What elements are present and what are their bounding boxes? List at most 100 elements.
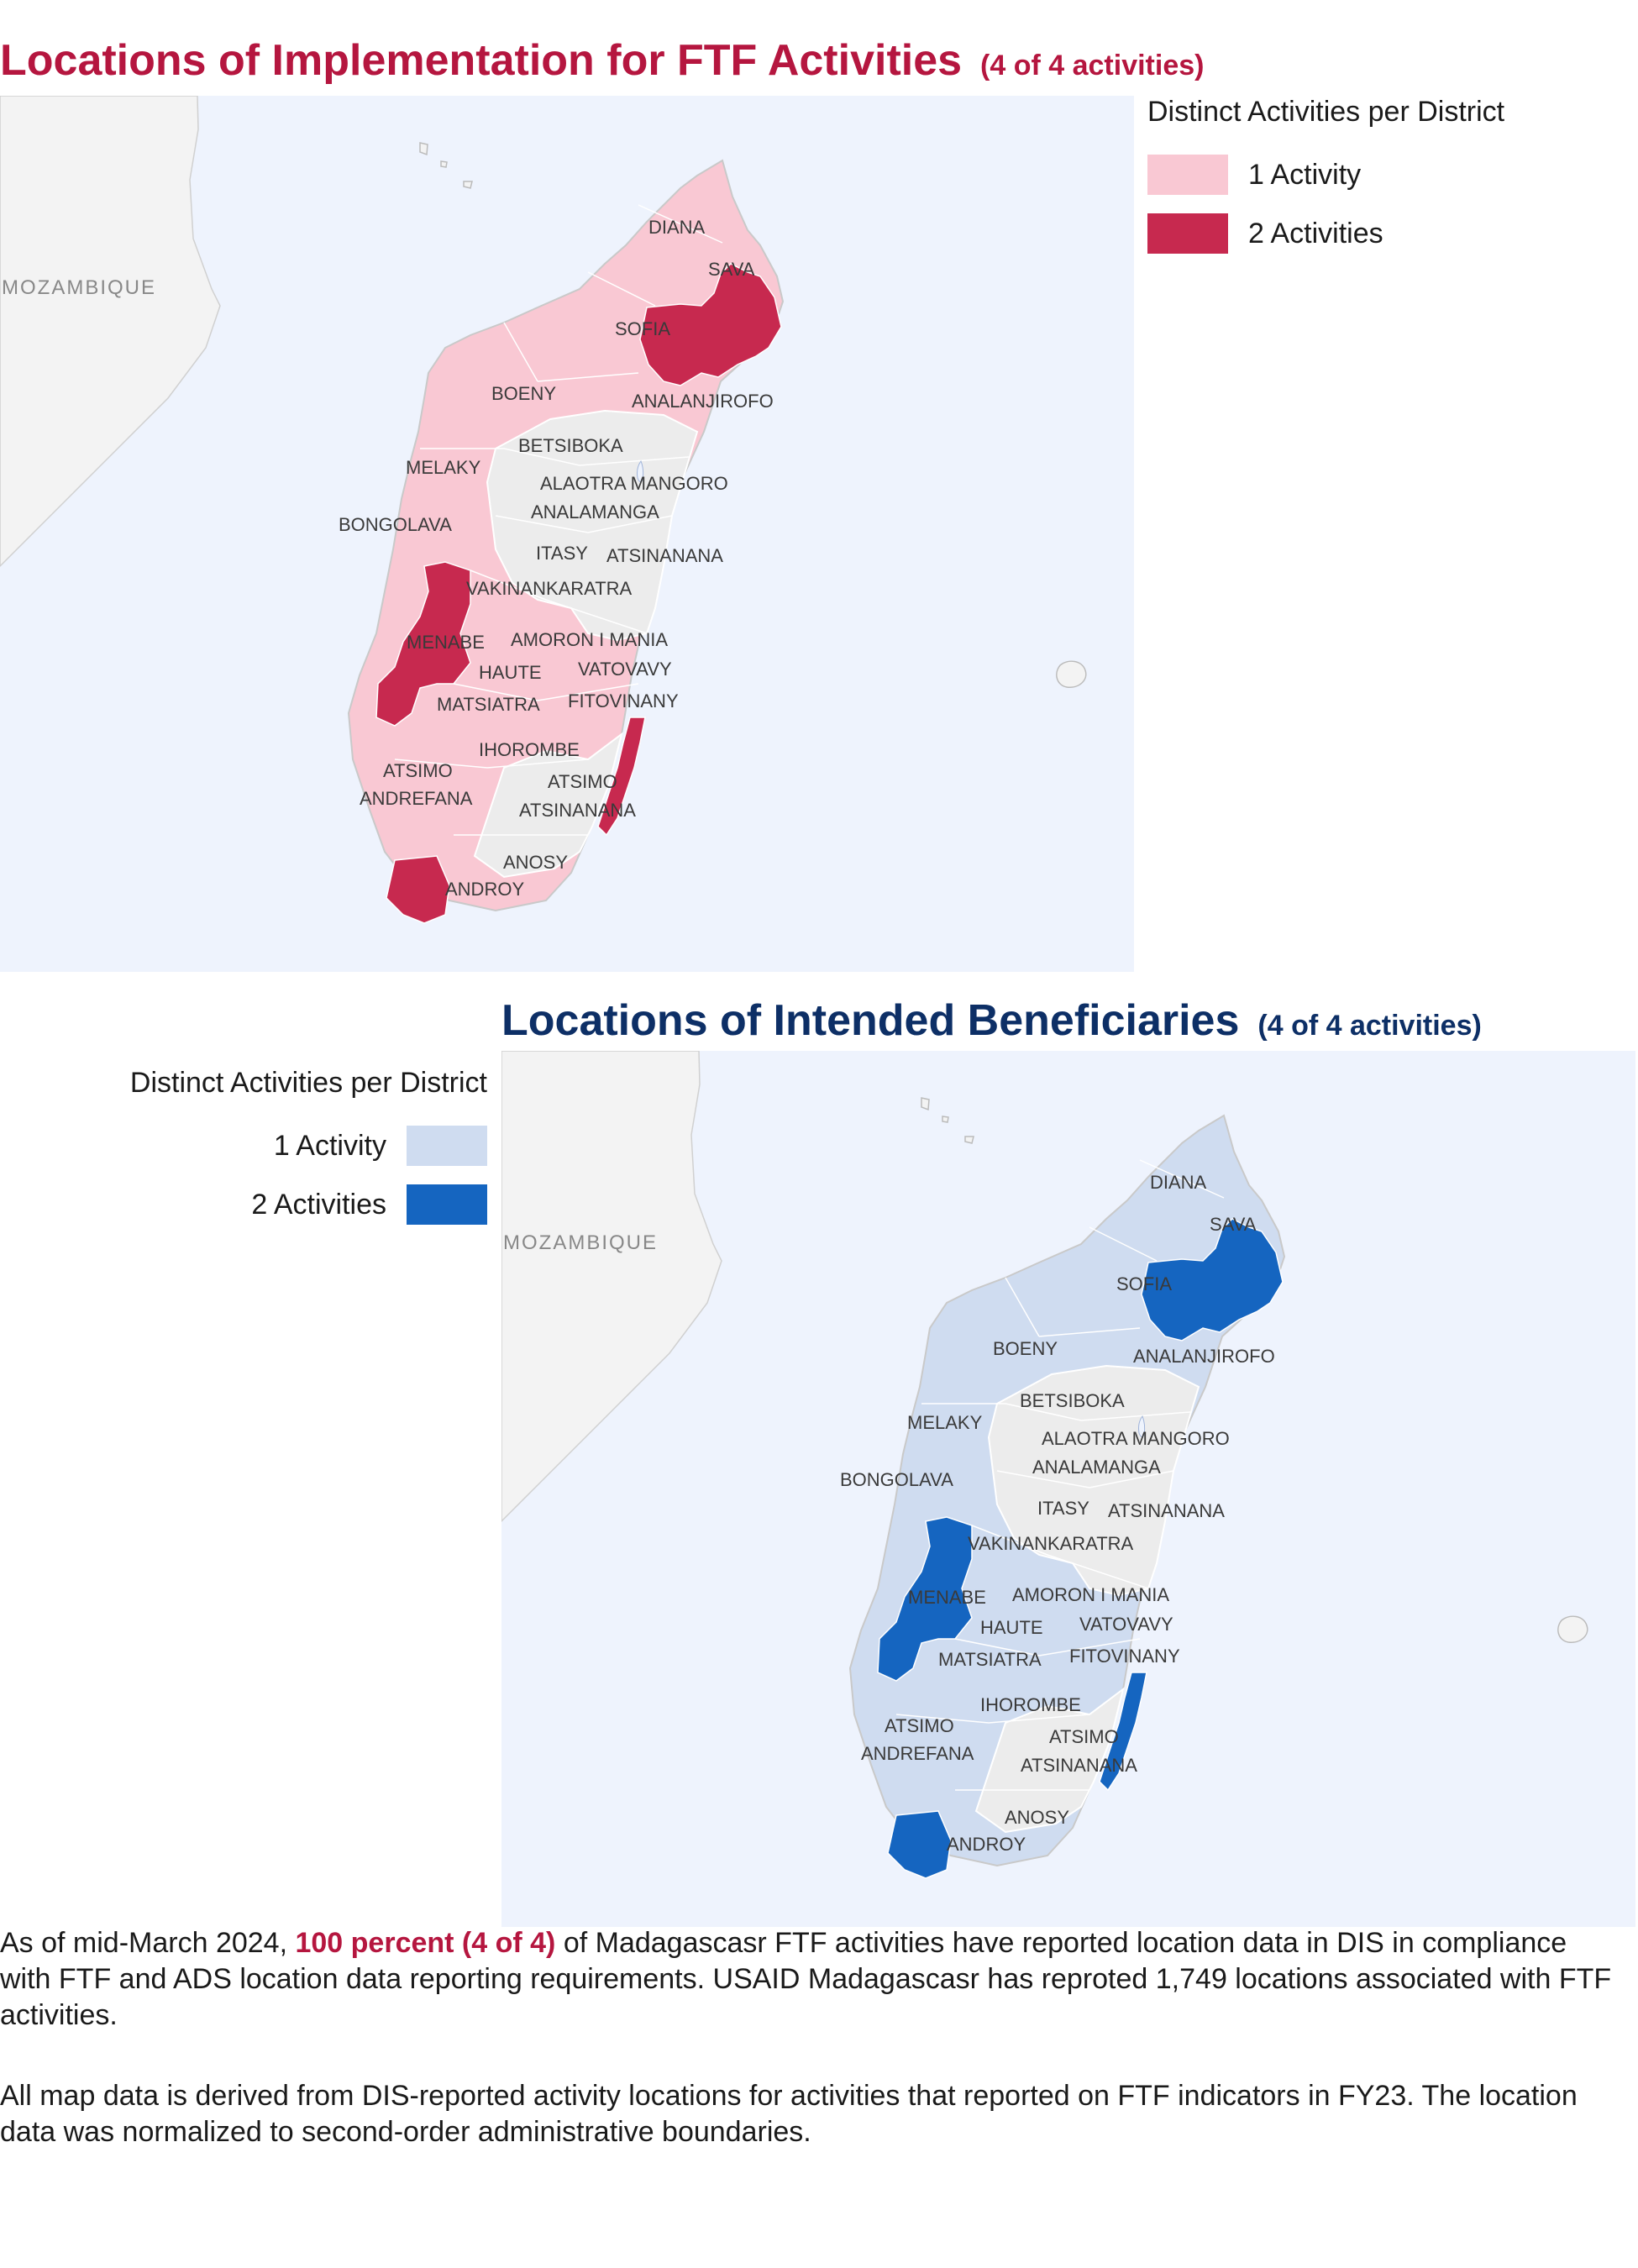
mozambique-landmass xyxy=(0,96,221,568)
beneficiaries-legend: Distinct Activities per District 1 Activ… xyxy=(50,1067,487,1252)
menabe-two-activities xyxy=(877,1516,973,1682)
vatovavy-two-activities xyxy=(1099,1672,1147,1792)
region-label-amoron-i-mania: AMORON I MANIA xyxy=(1012,1584,1169,1605)
country-label-mozambique: MOZAMBIQUE xyxy=(503,1231,658,1254)
legend-label-1-activity: 1 Activity xyxy=(273,1129,386,1162)
implementation-map[interactable]: MOZAMBIQUE DIANA SAVA SOFIA ANALANJIROFO… xyxy=(0,96,1134,972)
southern-districts-no-activity xyxy=(974,1687,1125,1834)
legend-label-2-activities: 2 Activities xyxy=(1248,217,1383,249)
implementation-map-svg: MOZAMBIQUE DIANA SAVA SOFIA ANALANJIROFO… xyxy=(0,96,1134,972)
region-label-analanjirofo: ANALANJIROFO xyxy=(1133,1346,1275,1367)
legend-swatch-2-activities xyxy=(407,1184,487,1225)
region-label-analamanga: ANALAMANGA xyxy=(531,501,659,522)
beneficiaries-map-svg: MOZAMBIQUE DIANA SAVA SOFIA ANALANJIROFO… xyxy=(501,1051,1635,1927)
region-label-itasy: ITASY xyxy=(1037,1498,1089,1519)
summary-text-end: of Madagascasr FTF activities have repor… xyxy=(0,1927,1612,2031)
legend-swatch-1-activity xyxy=(1147,155,1228,195)
region-label-bongolava: BONGOLAVA xyxy=(840,1469,953,1490)
beneficiaries-map-title: Locations of Intended Beneficiaries (4 of… xyxy=(501,995,1482,1046)
androy-two-activities xyxy=(887,1810,952,1879)
comoros-island xyxy=(921,1097,930,1111)
implementation-legend-item-1: 1 Activity xyxy=(1147,155,1361,195)
implementation-title-text: Locations of Implementation for FTF Acti… xyxy=(0,36,963,85)
region-label-diana: DIANA xyxy=(648,217,706,238)
region-label-atsimo-andrefana-line2: ANDREFANA xyxy=(861,1743,974,1764)
legend-swatch-1-activity xyxy=(407,1126,487,1166)
lake-alaotra xyxy=(1138,1415,1146,1438)
comoros-island xyxy=(419,142,428,156)
region-label-alaotra-mangoro: ALAOTRA MANGORO xyxy=(1042,1428,1230,1449)
region-label-ihorombe: IHOROMBE xyxy=(980,1694,1081,1715)
beneficiaries-subtitle: (4 of 4 activities) xyxy=(1257,1010,1482,1042)
region-label-haute: HAUTE xyxy=(980,1617,1043,1638)
moheli-island xyxy=(440,160,448,168)
region-label-matsiatra: MATSIATRA xyxy=(938,1649,1042,1670)
mayotte-island xyxy=(964,1136,974,1144)
region-label-analamanga: ANALAMANGA xyxy=(1032,1457,1161,1478)
summary-highlight: 100 percent (4 of 4) xyxy=(295,1927,556,1959)
reunion-island xyxy=(1056,660,1087,688)
region-label-alaotra-mangoro: ALAOTRA MANGORO xyxy=(540,473,728,494)
country-label-mozambique: MOZAMBIQUE xyxy=(2,276,156,299)
mayotte-island xyxy=(463,181,473,189)
beneficiaries-title-text: Locations of Intended Beneficiaries xyxy=(501,996,1240,1045)
region-label-atsimo-atsinanana-line1: ATSIMO xyxy=(548,771,617,792)
beneficiaries-legend-title: Distinct Activities per District xyxy=(129,1067,487,1099)
legend-swatch-2-activities xyxy=(1147,213,1228,254)
region-label-matsiatra: MATSIATRA xyxy=(437,694,540,715)
district-borders xyxy=(394,204,723,836)
region-label-anosy: ANOSY xyxy=(503,852,568,873)
mozambique-landmass xyxy=(501,1051,722,1523)
region-label-boeny: BOENY xyxy=(491,383,556,404)
region-label-ihorombe: IHOROMBE xyxy=(479,739,580,760)
region-labels: DIANA SAVA SOFIA ANALANJIROFO BOENY BETS… xyxy=(339,217,774,900)
implementation-legend-title: Distinct Activities per District xyxy=(1147,96,1505,128)
summary-text-start: As of mid-March 2024, xyxy=(0,1927,296,1959)
region-label-vatovavy: VATOVAVY xyxy=(578,659,672,680)
legend-label-2-activities: 2 Activities xyxy=(251,1188,386,1221)
region-label-fitovinany: FITOVINANY xyxy=(568,690,679,711)
region-label-androy: ANDROY xyxy=(445,879,524,900)
implementation-map-title: Locations of Implementation for FTF Acti… xyxy=(0,35,1204,86)
beneficiaries-legend-item-2: 2 Activities xyxy=(251,1184,487,1225)
vatovavy-two-activities xyxy=(597,717,646,837)
region-label-sofia: SOFIA xyxy=(1116,1273,1172,1294)
region-label-sava: SAVA xyxy=(1210,1214,1257,1235)
region-label-vakinankaratra: VAKINANKARATRA xyxy=(968,1533,1134,1554)
beneficiaries-map[interactable]: MOZAMBIQUE DIANA SAVA SOFIA ANALANJIROFO… xyxy=(501,1051,1635,1927)
region-label-menabe: MENABE xyxy=(908,1587,986,1608)
region-label-atsimo-andrefana-line1: ATSIMO xyxy=(383,760,453,781)
region-label-vakinankaratra: VAKINANKARATRA xyxy=(466,578,633,599)
district-borders xyxy=(895,1159,1225,1791)
region-label-melaky: MELAKY xyxy=(907,1412,983,1433)
androy-two-activities xyxy=(386,855,450,924)
region-label-vatovavy: VATOVAVY xyxy=(1079,1614,1173,1635)
southern-districts-no-activity xyxy=(473,732,623,879)
region-label-haute: HAUTE xyxy=(479,662,542,683)
summary-paragraph: As of mid-March 2024, 100 percent (4 of … xyxy=(0,1925,1621,2034)
region-label-fitovinany: FITOVINANY xyxy=(1069,1646,1180,1667)
legend-label-1-activity: 1 Activity xyxy=(1248,158,1362,191)
implementation-legend: Distinct Activities per District 1 Activ… xyxy=(1147,96,1618,281)
region-label-atsinanana: ATSINANANA xyxy=(606,545,723,566)
reunion-island xyxy=(1557,1615,1588,1643)
region-label-atsimo-atsinanana-line2: ATSINANANA xyxy=(1021,1755,1137,1776)
beneficiaries-legend-item-1: 1 Activity xyxy=(274,1126,487,1166)
implementation-subtitle: (4 of 4 activities) xyxy=(980,50,1205,81)
region-label-amoron-i-mania: AMORON I MANIA xyxy=(511,629,668,650)
region-label-menabe: MENABE xyxy=(407,632,485,653)
region-label-boeny: BOENY xyxy=(993,1338,1058,1359)
methodology-paragraph: All map data is derived from DIS-reporte… xyxy=(0,2080,1578,2148)
implementation-legend-item-2: 2 Activities xyxy=(1147,213,1383,254)
region-label-atsimo-atsinanana-line1: ATSIMO xyxy=(1049,1726,1119,1747)
region-label-anosy: ANOSY xyxy=(1005,1807,1069,1828)
region-label-betsiboka: BETSIBOKA xyxy=(518,435,623,456)
region-label-analanjirofo: ANALANJIROFO xyxy=(632,391,774,412)
sofia-sava-two-activities xyxy=(639,263,782,386)
region-label-bongolava: BONGOLAVA xyxy=(339,514,452,535)
region-label-atsimo-andrefana-line1: ATSIMO xyxy=(885,1715,954,1736)
region-label-atsinanana: ATSINANANA xyxy=(1108,1500,1225,1521)
moheli-island xyxy=(942,1116,949,1123)
region-label-atsimo-andrefana-line2: ANDREFANA xyxy=(360,788,473,809)
region-label-atsimo-atsinanana-line2: ATSINANANA xyxy=(519,800,636,821)
